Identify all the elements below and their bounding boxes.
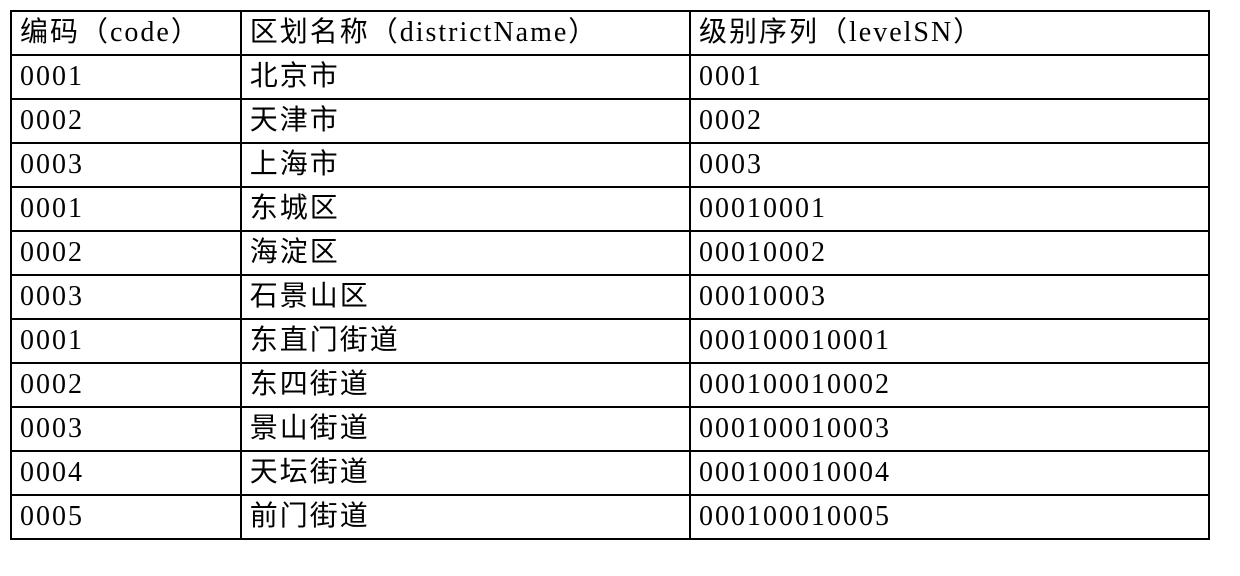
header-district: 区划名称（districtName） (241, 11, 690, 55)
cell-district: 石景山区 (241, 275, 690, 319)
cell-code: 0003 (11, 143, 241, 187)
cell-district: 上海市 (241, 143, 690, 187)
cell-level: 000100010004 (690, 451, 1209, 495)
table-row: 0003 景山街道 000100010003 (11, 407, 1209, 451)
cell-code: 0001 (11, 319, 241, 363)
cell-level: 000100010001 (690, 319, 1209, 363)
district-table: 编码（code） 区划名称（districtName） 级别序列（levelSN… (10, 10, 1210, 540)
cell-code: 0001 (11, 187, 241, 231)
cell-code: 0003 (11, 275, 241, 319)
cell-level: 000100010003 (690, 407, 1209, 451)
cell-level: 000100010002 (690, 363, 1209, 407)
cell-district: 天坛街道 (241, 451, 690, 495)
table-header-row: 编码（code） 区划名称（districtName） 级别序列（levelSN… (11, 11, 1209, 55)
cell-code: 0003 (11, 407, 241, 451)
cell-code: 0002 (11, 231, 241, 275)
cell-district: 景山街道 (241, 407, 690, 451)
table-row: 0003 石景山区 00010003 (11, 275, 1209, 319)
cell-level: 00010003 (690, 275, 1209, 319)
table-row: 0004 天坛街道 000100010004 (11, 451, 1209, 495)
header-level: 级别序列（levelSN） (690, 11, 1209, 55)
cell-district: 东直门街道 (241, 319, 690, 363)
cell-code: 0001 (11, 55, 241, 99)
cell-district: 东城区 (241, 187, 690, 231)
table-row: 0001 北京市 0001 (11, 55, 1209, 99)
table-row: 0002 天津市 0002 (11, 99, 1209, 143)
cell-level: 000100010005 (690, 495, 1209, 539)
table-row: 0005 前门街道 000100010005 (11, 495, 1209, 539)
table-row: 0003 上海市 0003 (11, 143, 1209, 187)
table-row: 0001 东直门街道 000100010001 (11, 319, 1209, 363)
cell-district: 天津市 (241, 99, 690, 143)
table-row: 0001 东城区 00010001 (11, 187, 1209, 231)
cell-code: 0005 (11, 495, 241, 539)
cell-code: 0002 (11, 99, 241, 143)
cell-level: 0001 (690, 55, 1209, 99)
cell-district: 东四街道 (241, 363, 690, 407)
header-code: 编码（code） (11, 11, 241, 55)
table-row: 0002 海淀区 00010002 (11, 231, 1209, 275)
cell-level: 0002 (690, 99, 1209, 143)
cell-code: 0004 (11, 451, 241, 495)
table-body: 0001 北京市 0001 0002 天津市 0002 0003 上海市 000… (11, 55, 1209, 539)
cell-code: 0002 (11, 363, 241, 407)
cell-district: 海淀区 (241, 231, 690, 275)
cell-district: 前门街道 (241, 495, 690, 539)
table-row: 0002 东四街道 000100010002 (11, 363, 1209, 407)
cell-level: 00010001 (690, 187, 1209, 231)
cell-level: 00010002 (690, 231, 1209, 275)
cell-district: 北京市 (241, 55, 690, 99)
cell-level: 0003 (690, 143, 1209, 187)
